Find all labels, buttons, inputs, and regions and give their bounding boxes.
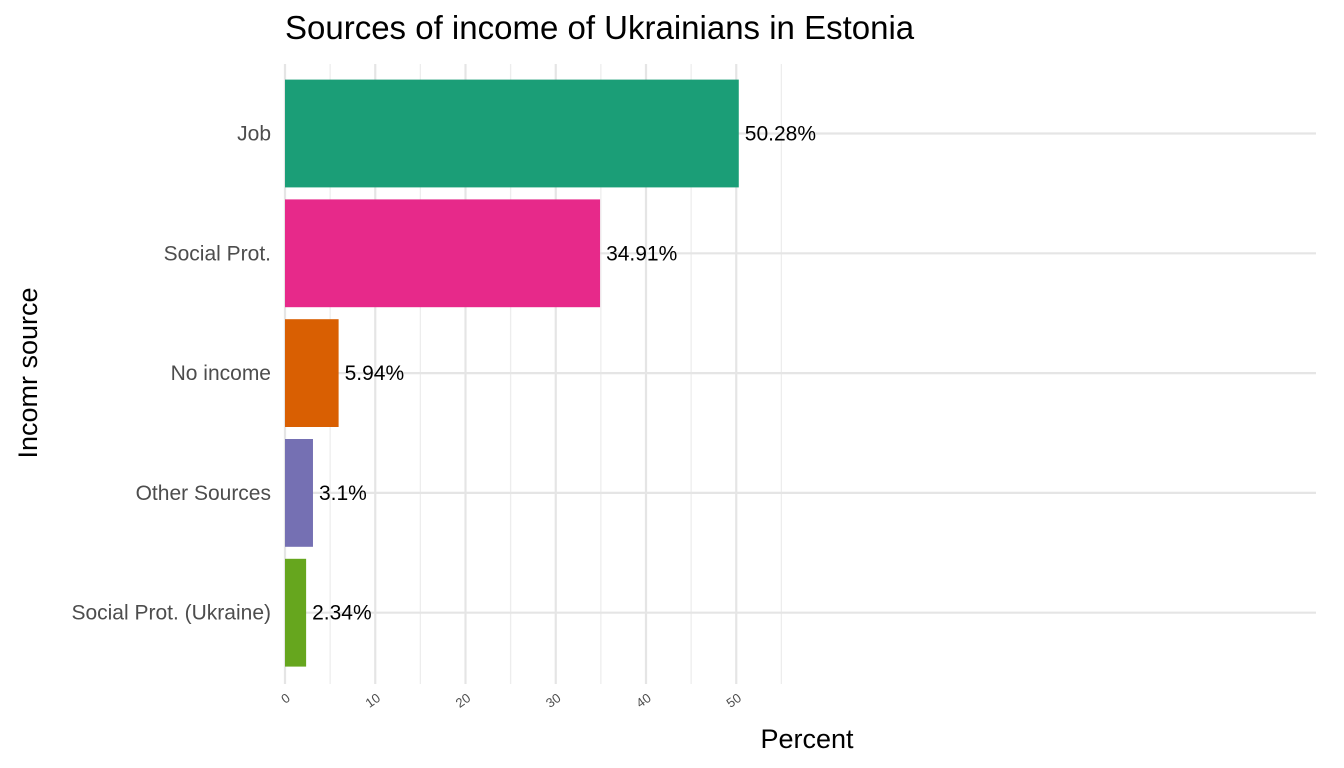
- category-label: No income: [171, 362, 271, 385]
- category-label: Social Prot. (Ukraine): [71, 602, 271, 625]
- data-label: 5.94%: [345, 362, 405, 385]
- x-tick-label: 10: [363, 690, 383, 711]
- bar: [285, 79, 739, 188]
- x-tick-label: 0: [278, 690, 293, 706]
- data-labels: 50.28% 34.91% 5.94% 3.1% 2.34%: [312, 123, 816, 625]
- y-axis-title: Incomr source: [13, 287, 43, 458]
- data-label: 2.34%: [312, 602, 372, 625]
- x-tick-label: 20: [453, 690, 473, 711]
- bar: [285, 558, 307, 667]
- chart-title: Sources of income of Ukrainians in Eston…: [285, 9, 915, 46]
- category-label: Job: [237, 123, 271, 146]
- bar: [285, 439, 313, 547]
- y-tick-labels: Job Social Prot. No income Other Sources Soc…: [71, 123, 271, 625]
- bar: [285, 199, 601, 308]
- x-tick-label: 50: [724, 690, 744, 711]
- x-tick-label: 30: [543, 690, 563, 711]
- x-tick-label: 40: [633, 690, 653, 711]
- category-label: Other Sources: [136, 482, 271, 505]
- data-label: 34.91%: [606, 242, 677, 265]
- data-label: 50.28%: [745, 123, 816, 146]
- category-label: Social Prot.: [164, 242, 271, 265]
- data-label: 3.1%: [319, 482, 367, 505]
- x-tick-labels: 0 10 20 30 40 50: [278, 690, 744, 711]
- bars: [285, 79, 739, 667]
- bar: [285, 319, 339, 427]
- x-axis-title: Percent: [760, 724, 854, 754]
